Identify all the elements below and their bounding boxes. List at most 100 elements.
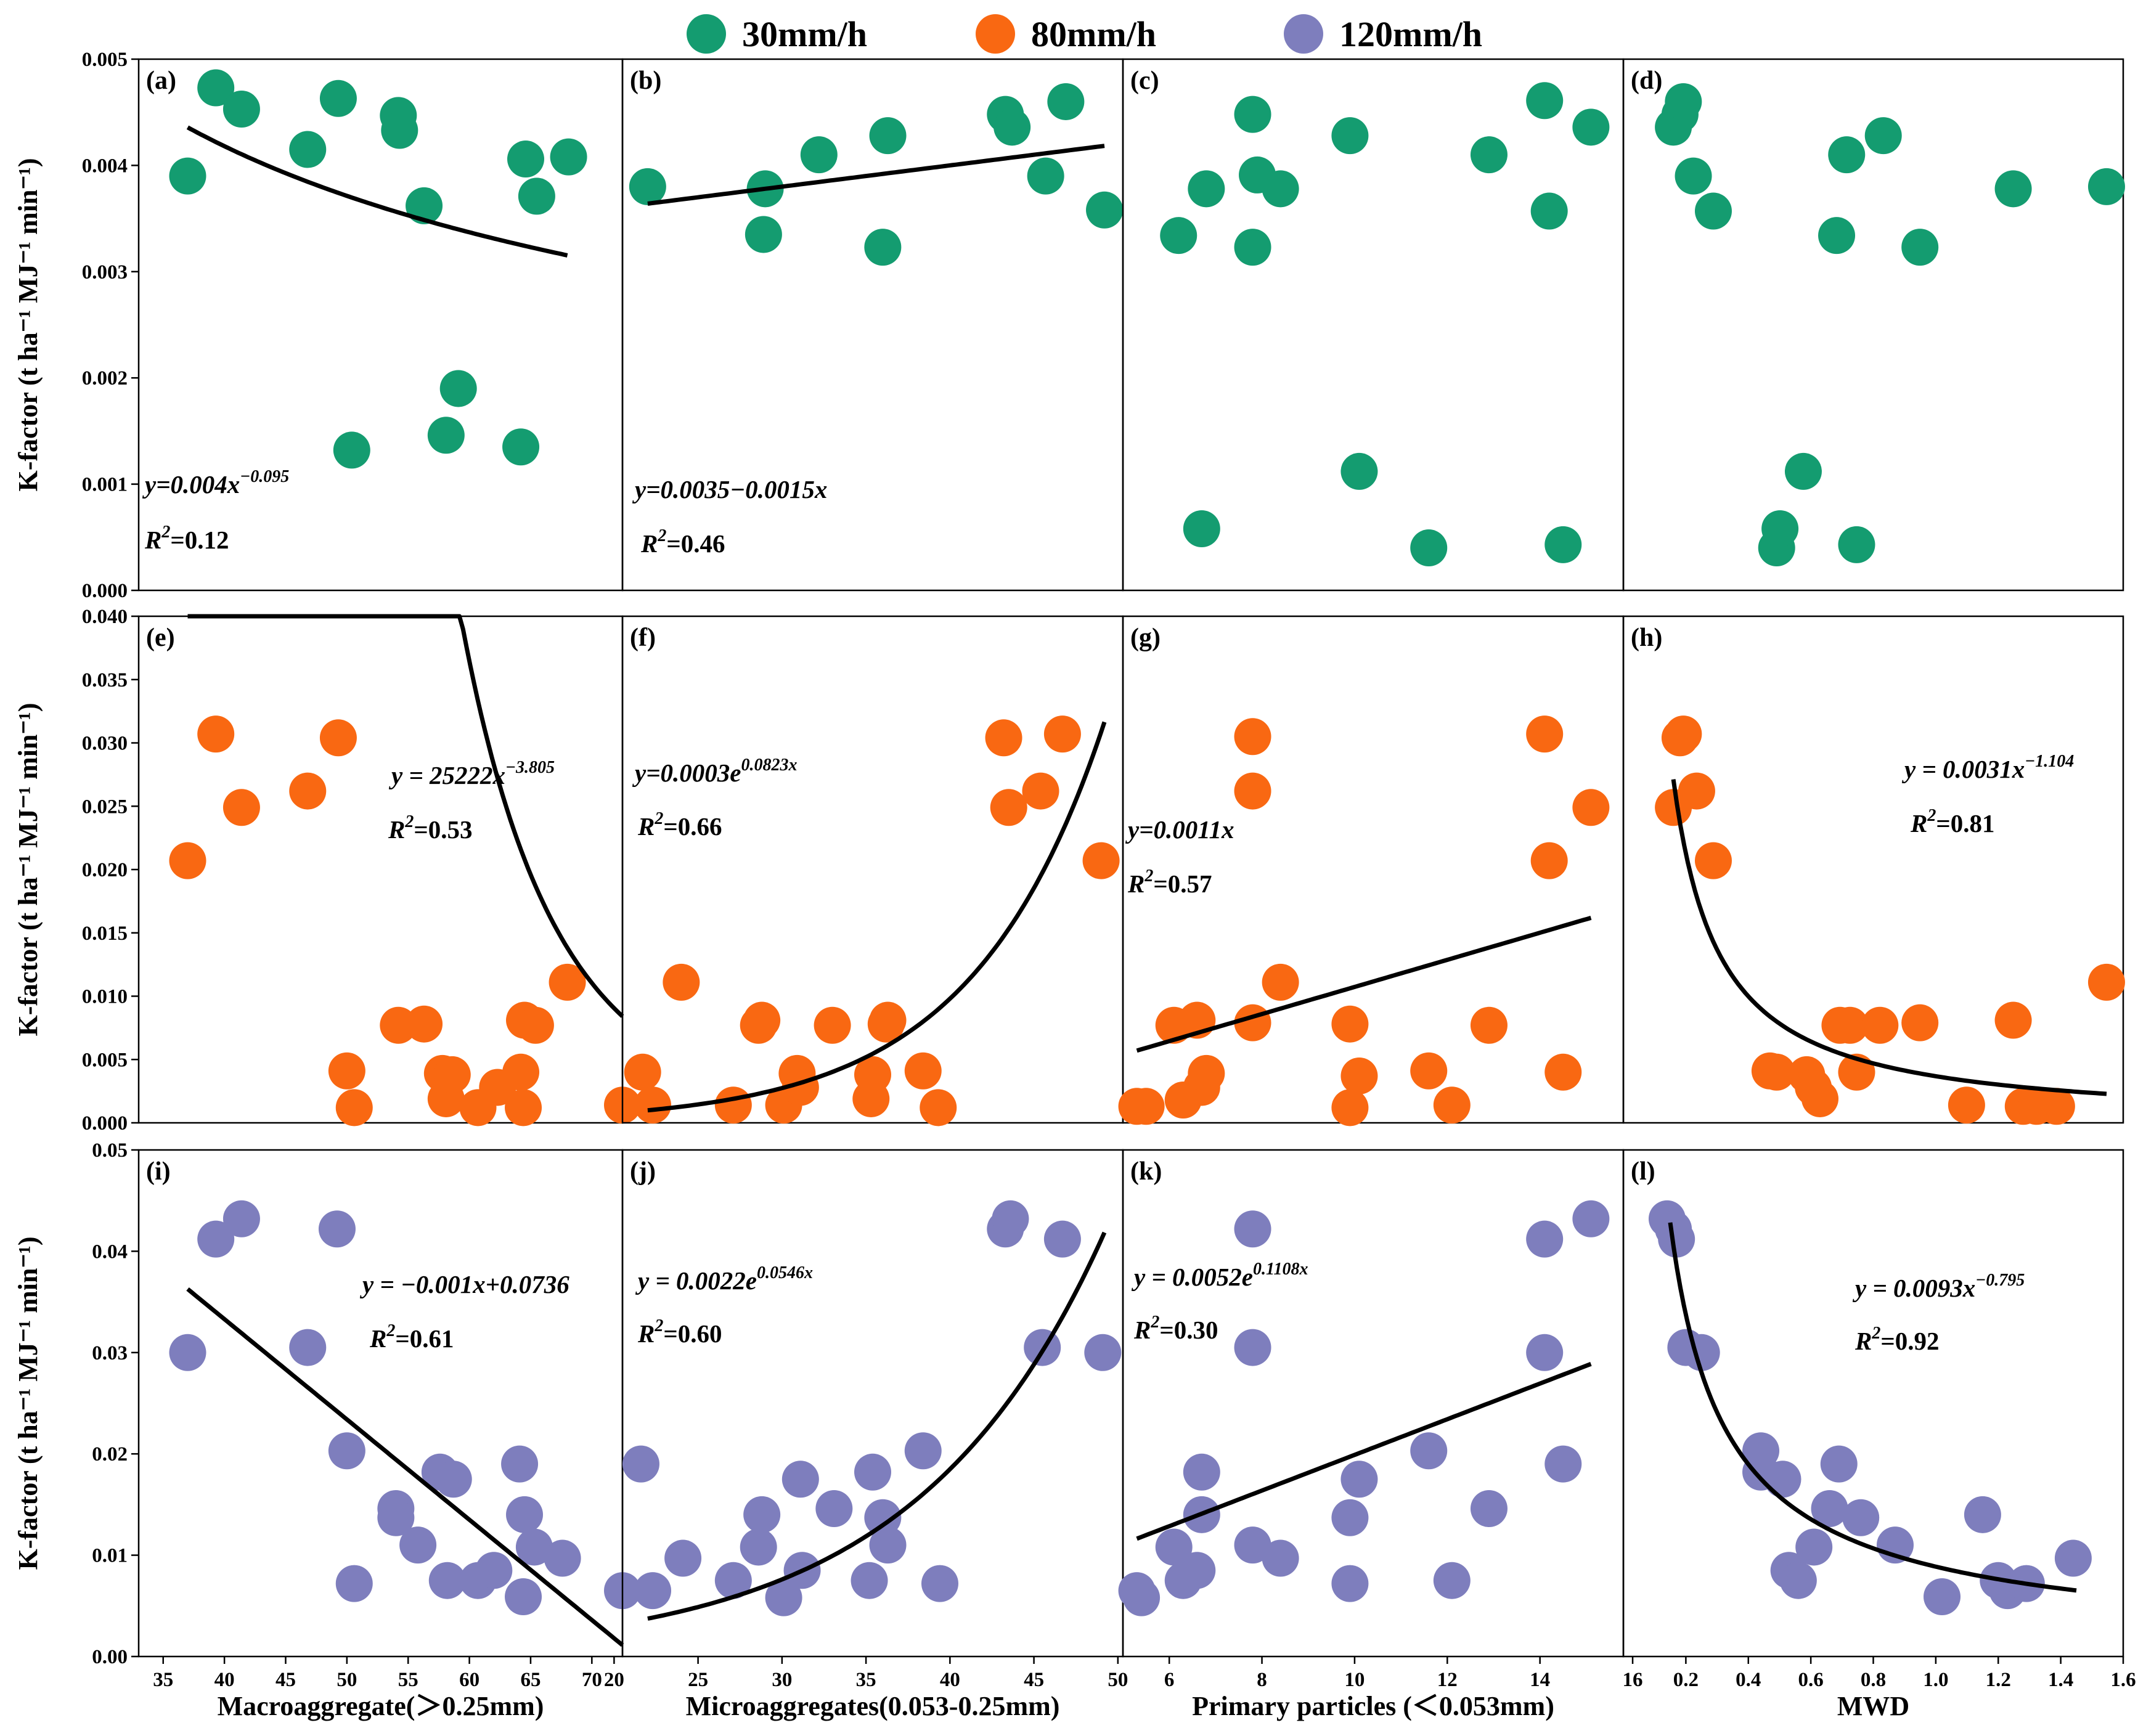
data-point — [994, 108, 1031, 146]
data-point — [634, 1572, 672, 1610]
data-point — [920, 1089, 957, 1127]
data-point — [1234, 96, 1271, 133]
data-point — [222, 789, 260, 826]
data-point — [800, 136, 838, 174]
data-point — [1234, 1329, 1271, 1366]
panel-a: (a) 0.000 0.001 0.002 0.003 0.004 0.005 y=0.004… — [82, 49, 624, 602]
x-tick-label: 10 — [1344, 1669, 1365, 1691]
data-point — [1924, 1578, 1961, 1616]
r-squared: R2=0.92 — [1854, 1324, 1939, 1355]
legend: 30mm/h 80mm/h 120mm/h — [687, 14, 1482, 54]
data-point — [222, 91, 260, 128]
equation: y = −0.001x+0.0736 — [359, 1270, 569, 1298]
data-point — [377, 1499, 415, 1536]
r-squared: R2=0.81 — [1910, 806, 1994, 837]
x-axis-title: Primary particles (＜0.053mm) — [1192, 1691, 1554, 1721]
data-point — [1183, 1453, 1220, 1491]
r-squared: R2=0.57 — [1127, 866, 1212, 898]
equation: y=0.0035−0.0015x — [632, 475, 827, 503]
x-tick-label: 14 — [1530, 1669, 1550, 1691]
x-tick-label: 45 — [275, 1669, 296, 1691]
y-tick-label: 0.030 — [82, 733, 128, 755]
data-point — [1470, 1489, 1508, 1527]
data-point — [475, 1552, 513, 1589]
y-tick-label: 0.035 — [82, 669, 128, 691]
y-tick-label: 0.000 — [82, 580, 128, 602]
data-point — [406, 1005, 443, 1043]
r-squared: R2=0.61 — [369, 1321, 454, 1353]
data-point — [1178, 1552, 1216, 1589]
data-point — [1758, 1053, 1795, 1091]
data-point — [1665, 83, 1702, 120]
equation: y=0.0011x — [1125, 815, 1234, 844]
equation: y=0.004x−0.095 — [142, 467, 289, 499]
data-point — [1901, 1004, 1939, 1041]
data-point — [1340, 1461, 1378, 1498]
y-axis-title-2: K-factor (t ha⁻¹ MJ⁻¹ min⁻¹) — [13, 1237, 43, 1570]
data-point — [714, 1562, 752, 1599]
data-point — [1234, 1526, 1271, 1564]
data-point — [1678, 772, 1715, 810]
equation: y = 25222x−3.805 — [388, 758, 555, 789]
data-point — [333, 431, 370, 469]
data-point — [1818, 217, 1856, 255]
data-point — [505, 1578, 542, 1616]
data-point — [328, 1052, 365, 1090]
data-point — [319, 79, 357, 117]
data-point — [664, 1539, 702, 1577]
legend-marker-0 — [687, 14, 726, 54]
x-tick-label: 40 — [214, 1669, 235, 1691]
fit-line — [1671, 779, 2107, 1096]
fit-line — [187, 614, 624, 1018]
data-point — [1331, 117, 1369, 155]
fit-line — [647, 721, 1107, 1113]
data-point — [1234, 772, 1271, 810]
fit-line — [1136, 1362, 1592, 1541]
panel-label: (k) — [1130, 1157, 1162, 1186]
data-point — [428, 1562, 466, 1599]
data-point — [550, 138, 587, 176]
data-point — [634, 1086, 672, 1124]
data-point — [864, 1499, 902, 1536]
data-point — [869, 117, 907, 155]
data-point — [1526, 1334, 1564, 1371]
panel-e: (e) 0.000 0.005 0.010 0.015 0.020 0.025 0.030 0.… — [82, 606, 641, 1135]
legend-marker-1 — [976, 14, 1015, 54]
data-point — [921, 1565, 958, 1602]
data-point — [1410, 529, 1448, 567]
data-point — [1047, 83, 1085, 120]
data-point — [1544, 1445, 1582, 1483]
legend-label-1: 80mm/h — [1031, 14, 1156, 54]
data-point — [1761, 510, 1799, 548]
data-point — [1155, 1528, 1193, 1566]
equation: y = 0.0052e0.1108x — [1131, 1260, 1308, 1291]
panels: (a) 0.000 0.001 0.002 0.003 0.004 0.005 y=0.004… — [13, 49, 2136, 1721]
data-point — [854, 1453, 891, 1491]
data-point — [1861, 1006, 1899, 1044]
equation: y = 0.0093x−0.795 — [1852, 1271, 2025, 1302]
data-point — [743, 1001, 781, 1039]
y-tick-label: 0.001 — [82, 474, 128, 496]
data-point — [1433, 1086, 1471, 1124]
data-point — [1160, 217, 1198, 255]
data-point — [1331, 1499, 1369, 1536]
data-point — [1828, 136, 1866, 174]
data-point — [854, 1056, 891, 1093]
data-point — [427, 417, 465, 454]
data-point — [1764, 1461, 1801, 1498]
y-tick-label: 0.04 — [92, 1241, 128, 1263]
data-point — [1183, 510, 1220, 548]
data-point — [2054, 1539, 2092, 1577]
data-point — [1027, 157, 1064, 195]
panel-label: (d) — [1631, 67, 1662, 95]
x-tick-label: 0.8 — [1861, 1669, 1886, 1691]
data-point — [2087, 963, 2125, 1001]
data-point — [515, 1528, 553, 1566]
data-point — [814, 1006, 851, 1044]
fit-line — [647, 1231, 1107, 1621]
x-tick-label: 0.2 — [1673, 1669, 1699, 1691]
data-point — [1820, 1445, 1858, 1483]
data-point — [289, 1329, 327, 1366]
y-tick-label: 0.015 — [82, 923, 128, 945]
